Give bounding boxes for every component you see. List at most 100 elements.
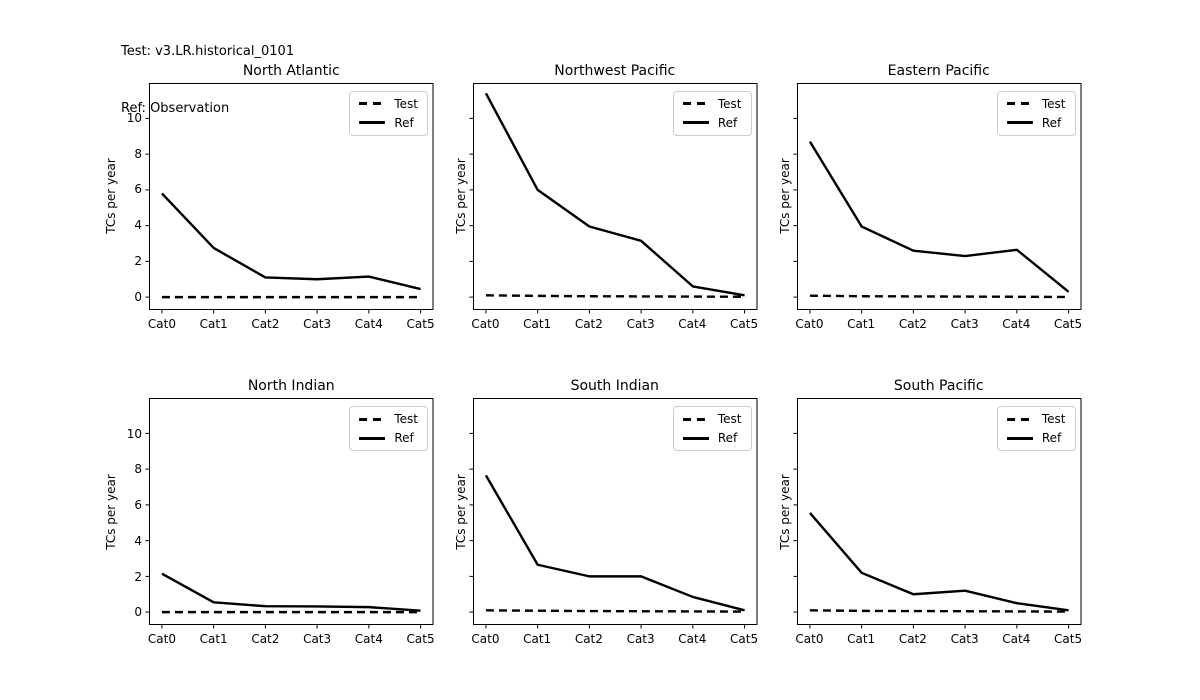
x-tick-label: Cat3 (950, 316, 979, 331)
subplot-axes-north-indian (145, 398, 434, 629)
y-tick-label: 8 (134, 462, 142, 477)
legend-entry-test: Test (359, 412, 418, 426)
subplot-title-northwest-pacific: Northwest Pacific (554, 62, 676, 79)
legend-entry-test: Test (359, 97, 418, 111)
x-tick-label: Cat4 (354, 632, 383, 647)
solid-line-sample-icon (359, 121, 386, 124)
y-tick-label: 0 (134, 289, 142, 304)
axes-frame (472, 82, 757, 310)
dashed-line-sample-icon (1006, 417, 1033, 421)
legend-entry-test: Test (682, 412, 742, 427)
y-tick-label: 8 (134, 146, 142, 161)
legend-northwest-pacific: Test Ref (672, 90, 752, 136)
x-tick-label: Cat0 (795, 316, 824, 331)
axes-frame (149, 82, 434, 310)
legend-label: Test (1041, 412, 1066, 427)
ref-line (808, 140, 1069, 293)
y-tick-label: 0 (134, 605, 142, 620)
x-tick-label: Cat5 (1054, 316, 1083, 331)
x-tick-label: Cat3 (626, 316, 655, 331)
axes-frame (472, 398, 757, 626)
legend-south-indian: Test Ref (672, 406, 752, 452)
subplot-axes-north-atlantic (145, 82, 434, 313)
test-run-label: Test: v3.LR.historical_0101 (121, 44, 295, 59)
x-tick-label: Cat0 (147, 632, 176, 647)
y-tick-label: 10 (126, 110, 142, 125)
x-tick-label: Cat0 (147, 316, 176, 331)
test-line (809, 609, 1069, 614)
y-tick-label: 2 (134, 569, 142, 584)
y-tick-label: 4 (134, 218, 142, 233)
legend-eastern-pacific: Test Ref (996, 90, 1076, 136)
x-tick-label: Cat0 (795, 632, 824, 647)
solid-line-sample-icon (359, 436, 386, 440)
axes-frame (796, 82, 1081, 310)
legend-entry-test: Test (1006, 96, 1066, 111)
test-line (485, 609, 745, 614)
ref-line (161, 572, 421, 613)
subplot-title-south-indian: South Indian (570, 378, 659, 395)
legend-entry-test: Test (1006, 412, 1066, 427)
legend-label: Test (717, 412, 742, 427)
legend-label: Ref (394, 431, 414, 446)
subplot-axes-south-pacific (793, 398, 1081, 629)
legend-north-atlantic: Test Ref (349, 90, 428, 136)
legend-entry-ref: Ref (1006, 116, 1066, 130)
legend-label: Test (394, 412, 418, 427)
legend-label: Ref (717, 431, 738, 446)
legend-entry-ref: Ref (1006, 431, 1066, 445)
subplot-axes-northwest-pacific (469, 82, 757, 313)
solid-line-sample-icon (682, 121, 709, 124)
dashed-line-sample-icon (359, 417, 386, 421)
dashed-line-sample-icon (359, 102, 386, 105)
axes-frame (149, 398, 434, 626)
x-tick-label: Cat5 (730, 316, 759, 331)
y-tick-label: 10 (126, 426, 142, 441)
x-tick-label: Cat1 (523, 316, 552, 331)
axes-frame (796, 398, 1081, 626)
x-tick-label: Cat4 (354, 316, 383, 331)
legend-label: Test (1041, 96, 1066, 111)
y-axis-label-text: TCs per year (778, 158, 792, 234)
legend-label: Ref (394, 115, 414, 130)
dashed-line-sample-icon (682, 102, 709, 105)
ref-source-label: Ref: Observation (121, 101, 230, 116)
subplot-axes-south-indian (469, 398, 757, 629)
subplot-title-north-indian: North Indian (247, 378, 335, 395)
x-tick-label: Cat0 (471, 316, 500, 331)
legend-entry-ref: Ref (359, 431, 418, 445)
x-tick-label: Cat1 (523, 632, 552, 647)
y-tick-label: 4 (134, 533, 142, 548)
test-line (809, 294, 1069, 298)
ref-line (808, 512, 1069, 612)
x-tick-label: Cat1 (847, 316, 876, 331)
y-tick-label: 2 (134, 253, 142, 268)
x-tick-label: Cat3 (303, 632, 332, 647)
ref-line (161, 192, 421, 290)
dashed-line-sample-icon (1006, 102, 1033, 105)
x-tick-label: Cat3 (950, 632, 979, 647)
x-tick-label: Cat4 (678, 632, 707, 647)
ref-line (484, 92, 745, 297)
x-tick-label: Cat4 (1002, 316, 1031, 331)
x-tick-label: Cat2 (251, 316, 280, 331)
x-tick-label: Cat0 (471, 632, 500, 647)
solid-line-sample-icon (1006, 121, 1033, 124)
legend-label: Test (717, 96, 742, 111)
subplot-title-north-atlantic: North Atlantic (242, 62, 340, 79)
x-tick-label: Cat4 (678, 316, 707, 331)
y-tick-label: 6 (134, 498, 142, 513)
x-tick-label: Cat3 (626, 632, 655, 647)
test-line (485, 293, 745, 298)
x-tick-label: Cat5 (406, 316, 435, 331)
legend-label: Ref (717, 115, 738, 130)
x-tick-label: Cat2 (898, 632, 927, 647)
subplot-axes-eastern-pacific (793, 82, 1081, 313)
legend-south-pacific: Test Ref (996, 406, 1076, 452)
x-tick-label: Cat2 (574, 632, 603, 647)
legend-entry-ref: Ref (359, 116, 418, 130)
legend-entry-ref: Ref (682, 115, 742, 130)
x-tick-label: Cat1 (199, 316, 228, 331)
ref-line (484, 475, 745, 612)
